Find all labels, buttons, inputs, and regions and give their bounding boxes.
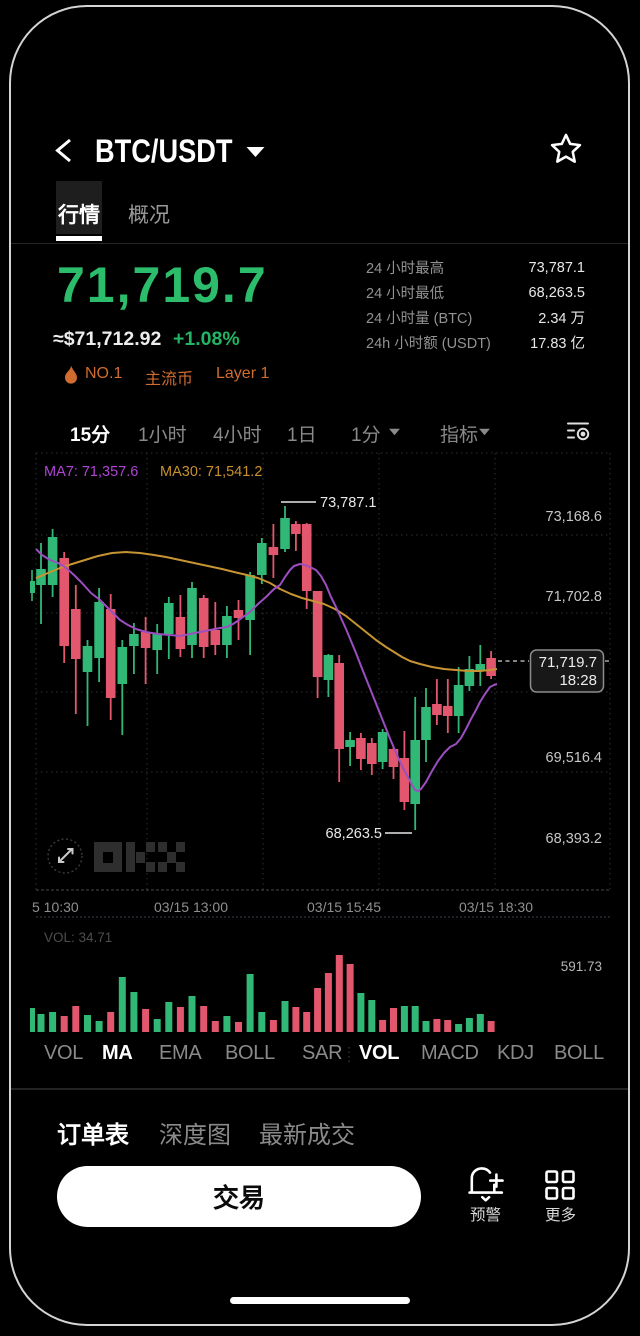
svg-text:5 10:30: 5 10:30 <box>32 899 79 915</box>
svg-text:68,263.5: 68,263.5 <box>326 826 382 842</box>
svg-text:591.73: 591.73 <box>561 959 602 974</box>
svg-text:VOL: 34.71: VOL: 34.71 <box>44 930 112 945</box>
svg-text:MA7: 71,357.6: MA7: 71,357.6 <box>44 464 138 480</box>
svg-text:69,516.4: 69,516.4 <box>546 750 602 766</box>
svg-text:71,702.8: 71,702.8 <box>546 589 602 605</box>
svg-text:03/15 13:00: 03/15 13:00 <box>154 899 228 915</box>
svg-text:68,393.2: 68,393.2 <box>546 831 602 847</box>
svg-text:73,168.6: 73,168.6 <box>546 509 602 525</box>
svg-text:03/15 18:30: 03/15 18:30 <box>459 899 533 915</box>
svg-text:73,787.1: 73,787.1 <box>320 495 376 511</box>
svg-text:MA30: 71,541.2: MA30: 71,541.2 <box>160 464 262 480</box>
svg-text:03/15 15:45: 03/15 15:45 <box>307 899 381 915</box>
svg-text:71,719.7: 71,719.7 <box>539 654 597 671</box>
svg-text:18:28: 18:28 <box>559 672 597 689</box>
